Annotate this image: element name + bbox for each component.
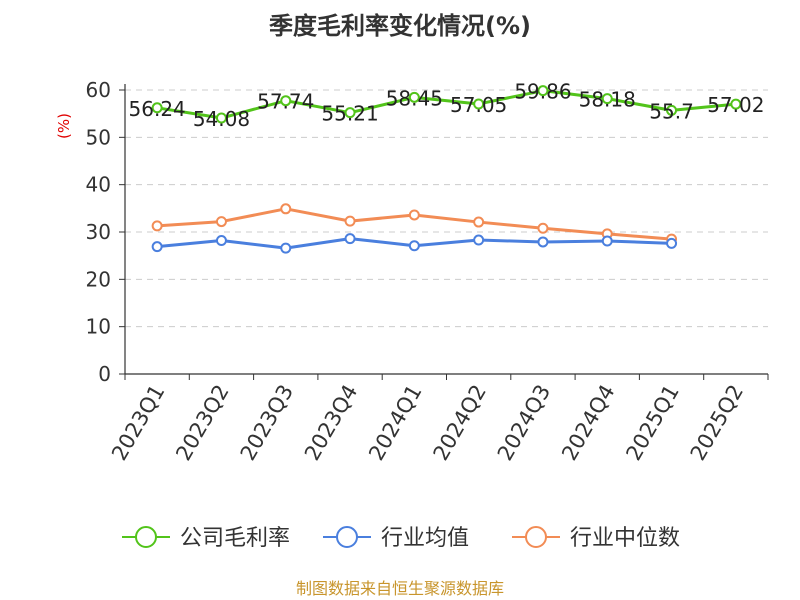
x-tick-label: 2023Q4: [300, 381, 362, 465]
data-point[interactable]: [601, 235, 613, 247]
data-point[interactable]: [473, 98, 485, 110]
data-point[interactable]: [151, 241, 163, 253]
data-point[interactable]: [280, 203, 292, 215]
series-0: [151, 85, 742, 124]
data-label: 55.21: [321, 102, 378, 126]
data-point[interactable]: [408, 91, 420, 103]
data-point[interactable]: [215, 216, 227, 228]
x-tick-label: 2023Q3: [236, 381, 298, 465]
legend-item[interactable]: 行业均值: [323, 526, 469, 551]
x-tick-label: 2024Q1: [364, 381, 426, 465]
gridlines: [125, 89, 768, 328]
y-tick-label: 0: [98, 362, 111, 386]
series-1: [151, 233, 678, 254]
data-label: 58.18: [579, 88, 636, 112]
data-labels: 56.24 54.08 57.74 55.21 58.45 57.05 59.86 58.18…: [129, 80, 765, 131]
data-point[interactable]: [730, 98, 742, 110]
data-label: 57.74: [257, 90, 314, 114]
data-point[interactable]: [601, 93, 613, 105]
source-note: 制图数据来自恒生聚源数据库: [296, 579, 504, 598]
legend-item[interactable]: 公司毛利率: [122, 526, 290, 551]
y-tick-label: 50: [86, 125, 111, 149]
x-tick-label: 2023Q2: [171, 381, 233, 465]
series-2: [151, 203, 678, 245]
data-label: 55.7: [649, 99, 694, 123]
data-point[interactable]: [215, 112, 227, 124]
legend-item[interactable]: 行业中位数: [512, 526, 680, 551]
data-point[interactable]: [215, 235, 227, 247]
data-label: 59.86: [514, 80, 571, 104]
x-tick-label: 2025Q2: [686, 381, 748, 465]
data-point[interactable]: [344, 107, 356, 119]
data-point[interactable]: [537, 236, 549, 248]
legend-label: 公司毛利率: [180, 526, 290, 551]
y-tick-label: 40: [86, 173, 111, 197]
data-point[interactable]: [666, 237, 678, 249]
data-label: 56.24: [129, 97, 186, 121]
data-label: 57.05: [450, 93, 507, 117]
data-point[interactable]: [408, 209, 420, 221]
legend-label: 行业均值: [381, 526, 469, 551]
y-tick-label: 10: [86, 315, 111, 339]
x-tick-label: 2023Q1: [107, 381, 169, 465]
data-point[interactable]: [537, 222, 549, 234]
data-label: 54.08: [193, 107, 250, 131]
data-point[interactable]: [666, 104, 678, 116]
legend-label: 行业中位数: [570, 526, 680, 551]
data-label: 58.45: [386, 86, 443, 110]
data-point[interactable]: [280, 242, 292, 254]
y-tick-label: 30: [86, 220, 111, 244]
data-point[interactable]: [473, 234, 485, 246]
y-tick-label: 60: [86, 78, 111, 102]
series-group: [151, 85, 742, 254]
x-tick-label: 2025Q1: [621, 381, 683, 465]
legend-marker: [135, 526, 157, 548]
data-point[interactable]: [473, 216, 485, 228]
x-tick-label: 2024Q3: [493, 381, 555, 465]
x-tick-label: 2024Q2: [429, 381, 491, 465]
x-tick-label: 2024Q4: [557, 381, 619, 465]
data-point[interactable]: [151, 102, 163, 114]
series-line: [156, 89, 736, 120]
data-label: 57.02: [707, 93, 764, 117]
data-point[interactable]: [151, 220, 163, 232]
legend-marker: [336, 526, 358, 548]
y-axis-label: (%): [55, 113, 73, 139]
legend: 公司毛利率 行业均值 行业中位数: [122, 526, 680, 551]
data-point[interactable]: [344, 215, 356, 227]
y-tick-label: 20: [86, 267, 111, 291]
chart-title: 季度毛利率变化情况(%): [269, 12, 531, 40]
data-point[interactable]: [537, 85, 549, 97]
data-point[interactable]: [280, 95, 292, 107]
data-point[interactable]: [408, 240, 420, 252]
data-point[interactable]: [344, 233, 356, 245]
legend-marker: [525, 526, 547, 548]
